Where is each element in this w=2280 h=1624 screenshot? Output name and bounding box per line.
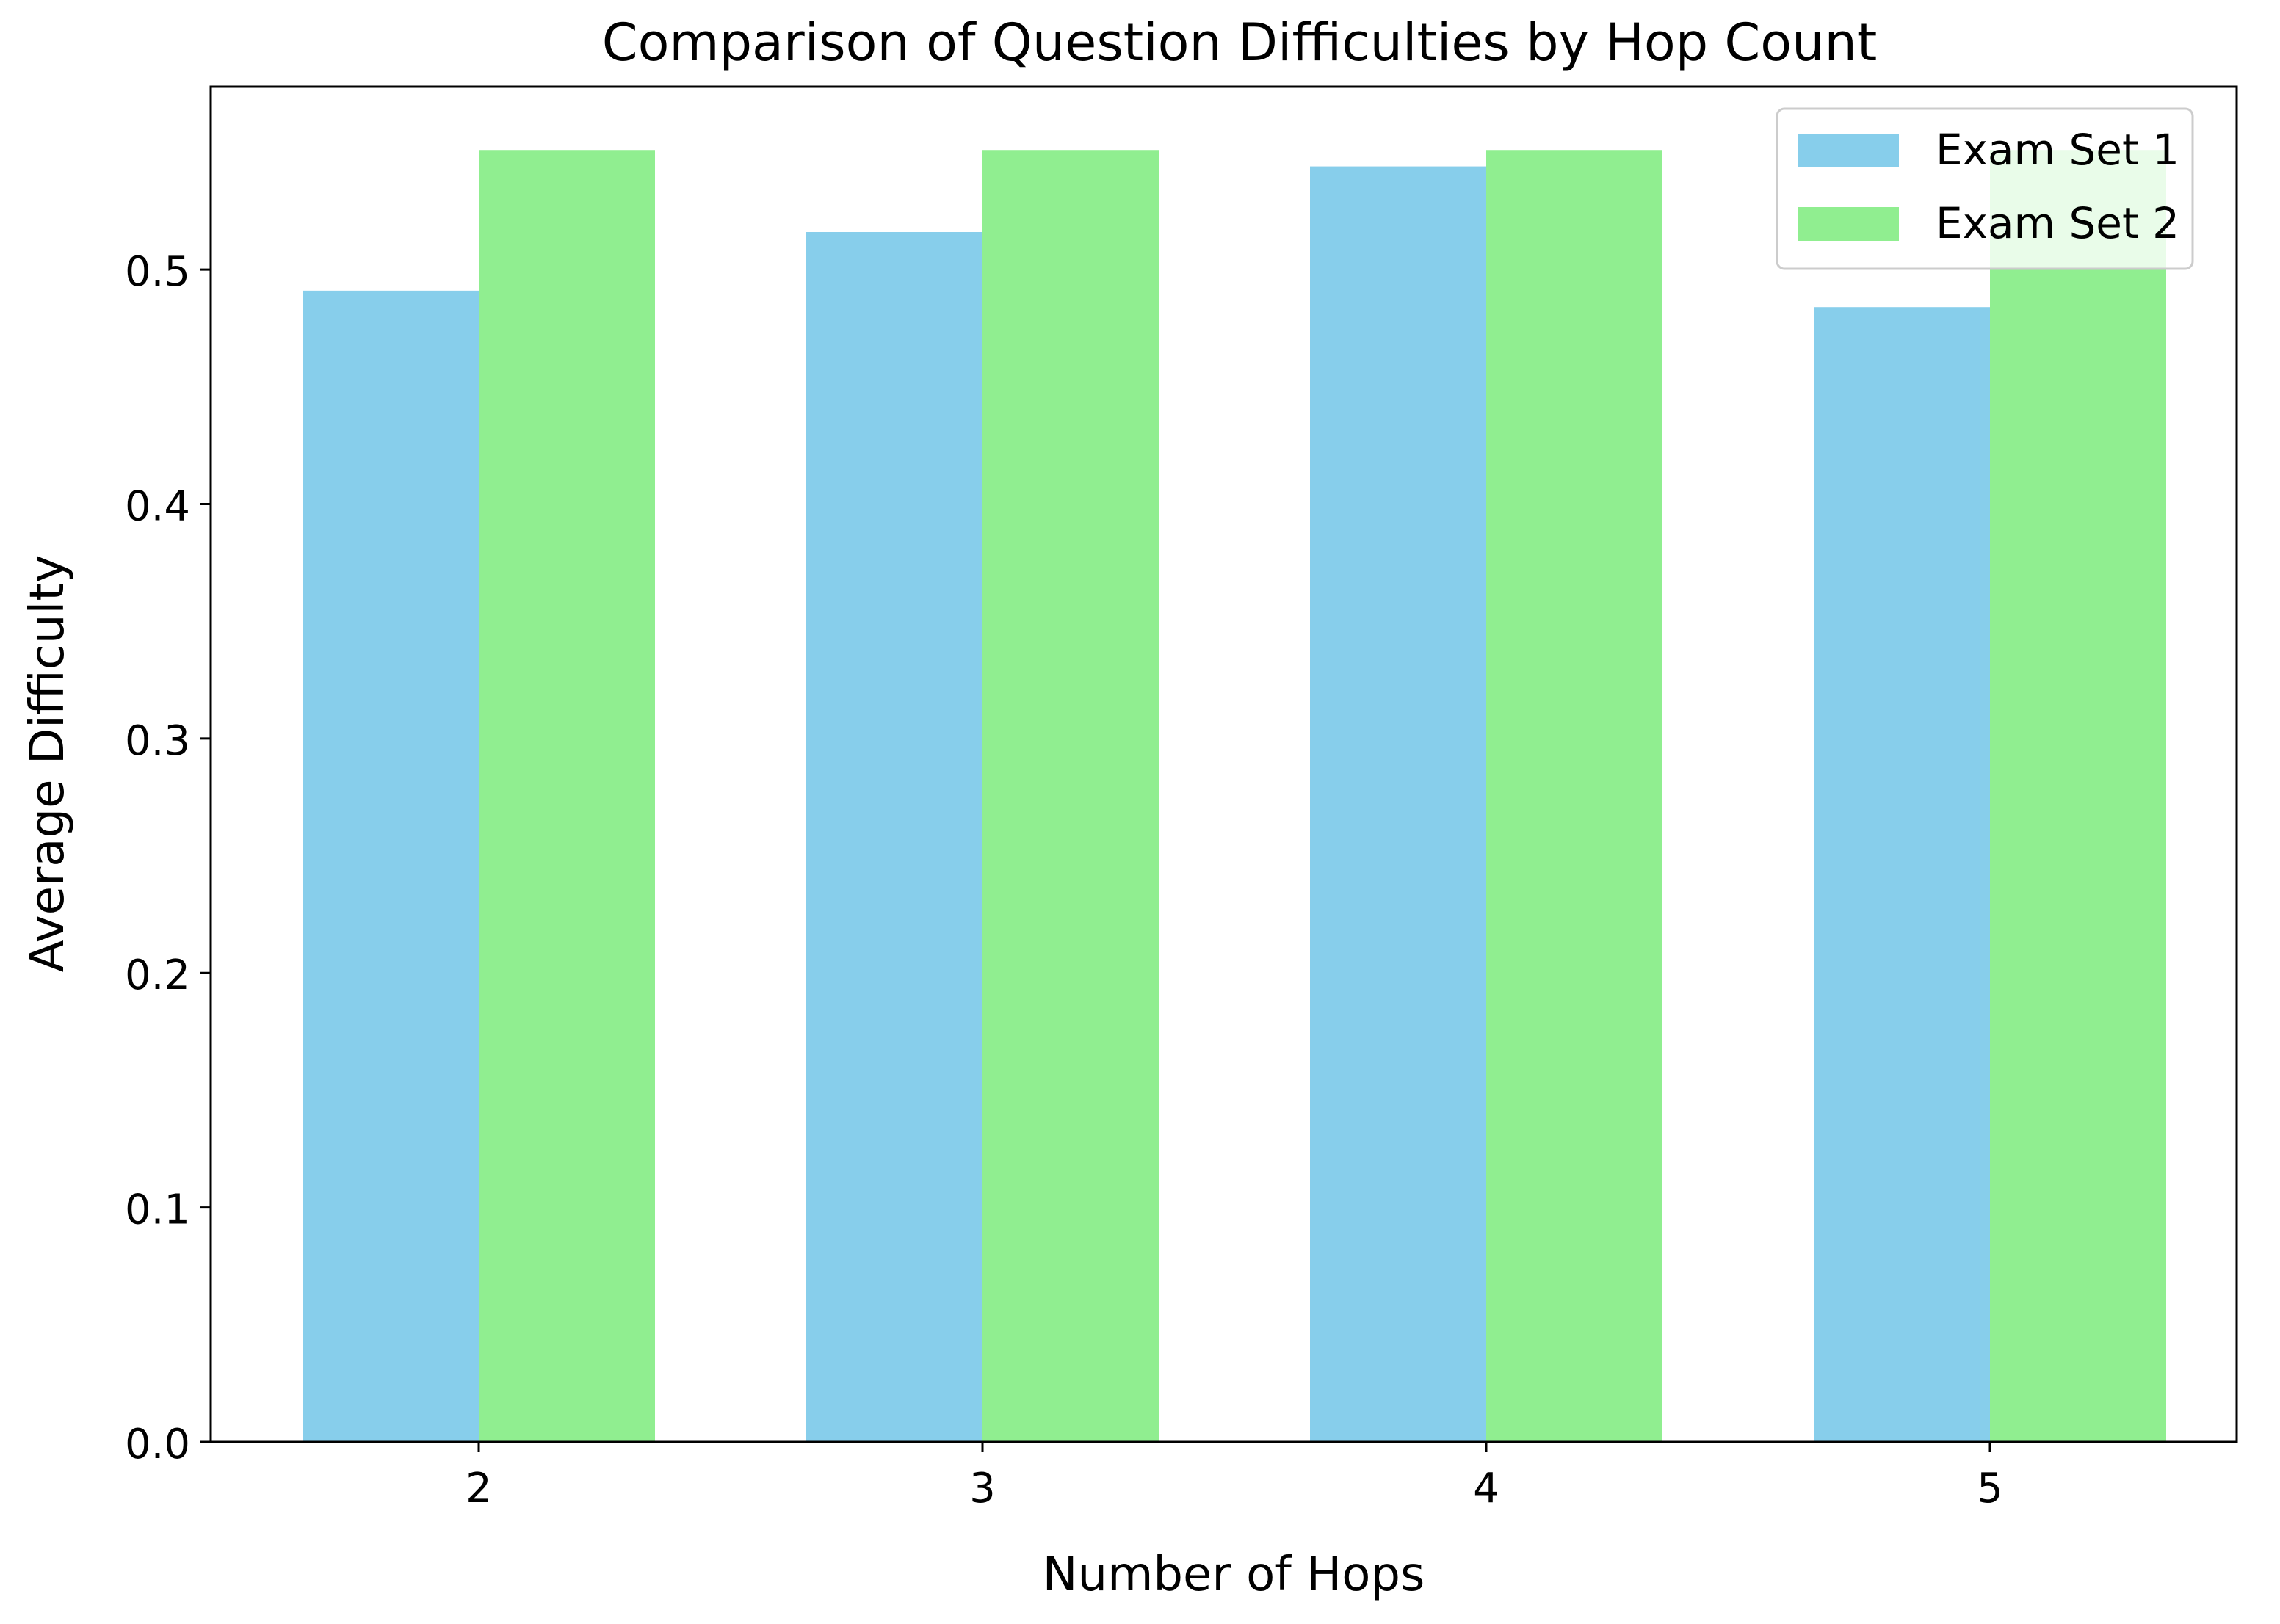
legend-label-series-2: Exam Set 2 — [1936, 198, 2179, 248]
legend-swatch-series-2 — [1798, 207, 1899, 241]
bar-series-1-hop-3 — [806, 232, 982, 1442]
y-tick-label: 0.4 — [125, 482, 190, 530]
bar-series-1-hop-4 — [1310, 166, 1486, 1442]
x-tick-label: 4 — [1473, 1465, 1499, 1512]
y-axis: 0.0 0.1 0.2 0.3 0.4 0.5 — [125, 248, 211, 1468]
bar-series-1-hop-5 — [1814, 307, 1990, 1442]
x-axis: 2 3 4 5 — [466, 1442, 2003, 1512]
plot-frame — [209, 85, 2238, 1443]
y-tick-label: 0.3 — [125, 717, 190, 765]
legend-swatch-series-1 — [1798, 134, 1899, 167]
bar-series-2-hop-4 — [1486, 150, 1662, 1443]
bar-series-2-hop-5 — [1990, 150, 2166, 1443]
x-tick-label: 5 — [1977, 1465, 2003, 1512]
y-tick-label: 0.5 — [125, 248, 190, 296]
x-tick-label: 2 — [466, 1465, 492, 1512]
y-tick-label: 0.0 — [125, 1421, 190, 1468]
chart-title: Comparison of Question Difficulties by H… — [602, 12, 1878, 73]
bars-layer — [303, 150, 2166, 1443]
bar-series-1-hop-2 — [303, 290, 479, 1442]
legend: Exam Set 1 Exam Set 2 — [1776, 107, 2194, 270]
y-axis-label: Average Difficulty — [21, 555, 75, 973]
y-tick-label: 0.1 — [125, 1186, 190, 1234]
x-tick-label: 3 — [969, 1465, 996, 1512]
y-tick-label: 0.2 — [125, 951, 190, 999]
legend-label-series-1: Exam Set 1 — [1936, 125, 2179, 175]
bar-series-2-hop-2 — [479, 150, 655, 1443]
bar-series-2-hop-3 — [982, 150, 1159, 1443]
x-axis-label: Number of Hops — [1043, 1548, 1425, 1602]
